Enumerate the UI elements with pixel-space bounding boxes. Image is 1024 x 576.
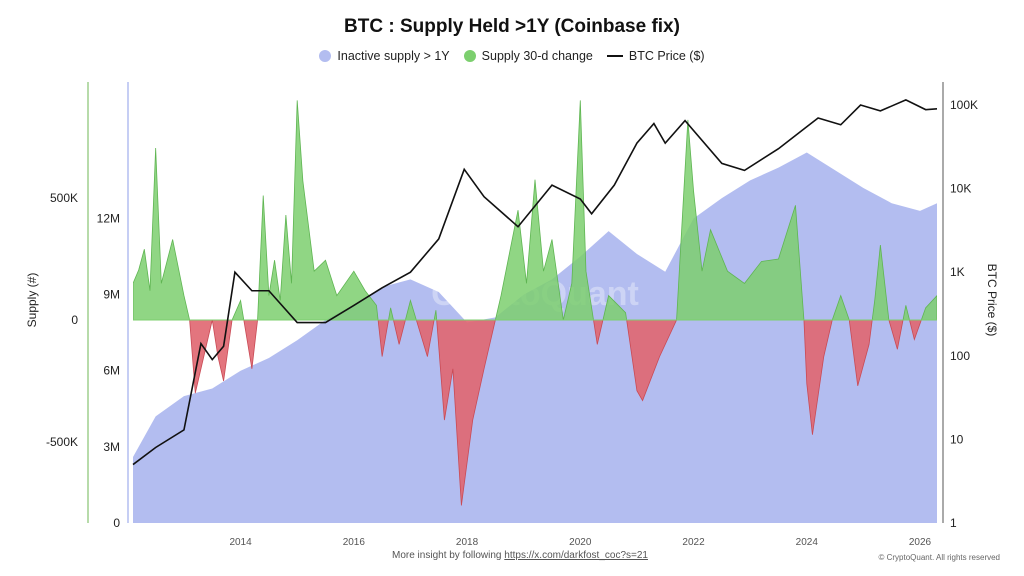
x-tick-label: 2024 <box>796 537 819 548</box>
chart-title: BTC : Supply Held >1Y (Coinbase fix) <box>344 16 680 37</box>
x-tick-label: 2014 <box>229 537 252 548</box>
legend-label: Inactive supply > 1Y <box>337 49 450 63</box>
legend-label: Supply 30-d change <box>481 49 593 63</box>
price-tick-label: 1 <box>950 516 957 530</box>
change-area-negative <box>133 320 937 506</box>
price-tick-label: 100 <box>950 349 970 363</box>
legend-item-supply[interactable]: Inactive supply > 1Y <box>319 49 450 63</box>
price-tick-label: 1K <box>950 265 965 279</box>
x-tick-label: 2018 <box>456 537 479 548</box>
legend-swatch <box>319 50 332 62</box>
supply-tick-label: 12M <box>97 211 120 225</box>
price-tick-label: 100K <box>950 98 978 112</box>
change-tick-label: 0 <box>71 313 78 327</box>
legend: Inactive supply > 1Y Supply 30-d change … <box>0 49 1024 63</box>
supply-area <box>133 152 937 523</box>
supply-tick-label: 3M <box>103 440 120 454</box>
y-axis-label-price: BTC Price ($) <box>985 264 999 337</box>
change-area-positive <box>133 100 937 320</box>
legend-swatch <box>463 50 476 62</box>
supply-tick-label: 6M <box>103 364 120 378</box>
x-tick-label: 2026 <box>909 537 932 548</box>
copyright: © CryptoQuant. All rights reserved <box>878 553 1001 562</box>
legend-item-price[interactable]: BTC Price ($) <box>606 49 705 63</box>
price-tick-label: 10K <box>950 182 971 196</box>
legend-swatch <box>606 55 623 57</box>
footer-text: More insight by following <box>392 550 505 561</box>
change-tick-label: 500K <box>50 191 78 205</box>
change-tick-label: -500K <box>46 435 78 449</box>
supply-tick-label: 0 <box>113 516 120 530</box>
price-line <box>132 99 938 466</box>
y-axis-label-change: Supply (#) <box>25 273 39 328</box>
x-tick-label: 2016 <box>343 537 366 548</box>
footer-note: More insight by following https://x.com/… <box>392 550 648 561</box>
price-tick-label: 10 <box>950 432 964 446</box>
legend-label: BTC Price ($) <box>628 49 705 63</box>
x-tick-label: 2020 <box>569 537 592 548</box>
legend-item-change[interactable]: Supply 30-d change <box>463 49 593 63</box>
footer-link[interactable]: https://x.com/darkfost_coc?s=21 <box>504 550 648 561</box>
x-tick-label: 2022 <box>682 537 705 548</box>
supply-tick-label: 9M <box>103 288 120 302</box>
